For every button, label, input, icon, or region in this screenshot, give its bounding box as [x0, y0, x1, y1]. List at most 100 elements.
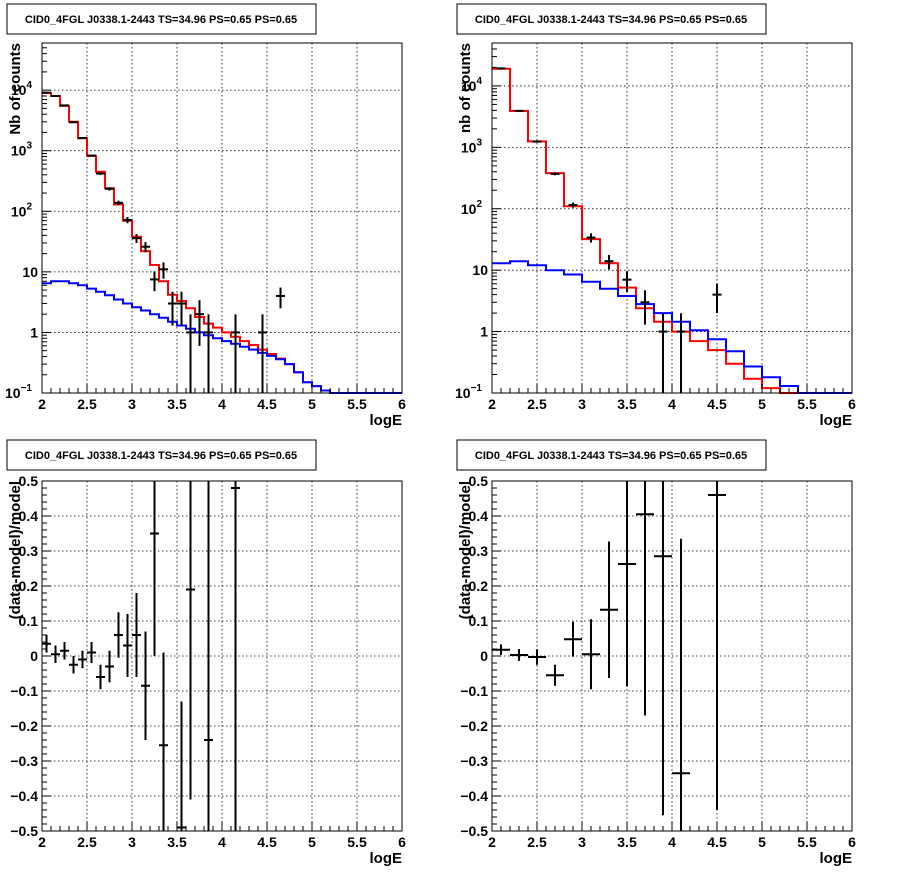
- data-point: [204, 314, 213, 393]
- data-point: [586, 233, 596, 243]
- residual-point: [546, 664, 564, 686]
- x-tick-label: 3: [128, 396, 136, 412]
- grid-lines: [492, 43, 852, 393]
- data-point: [514, 109, 524, 112]
- y-tick-label: 1: [480, 324, 488, 340]
- residual-point: [231, 481, 240, 831]
- x-axis-title: logE: [820, 412, 853, 429]
- x-tick-label: 3.5: [617, 834, 637, 850]
- y-tick-label: 0.5: [19, 473, 39, 489]
- x-tick-label: 4.5: [257, 396, 277, 412]
- data-point: [78, 137, 87, 140]
- x-tick-label: 3: [128, 834, 136, 850]
- y-tick-label: −0.4: [10, 788, 38, 804]
- residual-point: [78, 650, 87, 669]
- x-ticks: 2 2.5 3 3.5 4 4.5 5 5.5 6: [488, 384, 856, 412]
- data-point: [231, 314, 240, 393]
- data-point: [96, 172, 105, 175]
- y-tick-label: 103: [11, 141, 33, 159]
- data-point: [177, 291, 186, 326]
- y-tick-label: 0: [480, 648, 488, 664]
- panel-title: CID0_4FGL J0338.1-2443 TS=34.96 PS=0.65 …: [25, 14, 297, 26]
- data-point: [132, 234, 141, 243]
- panel-title: CID0_4FGL J0338.1-2443 TS=34.96 PS=0.65 …: [475, 450, 747, 462]
- residual-point: [87, 642, 96, 663]
- data-point: [550, 172, 560, 176]
- y-axis-title: (data-model)/model: [457, 481, 474, 619]
- title-box: [6, 3, 317, 35]
- x-tick-label: 2.5: [77, 834, 97, 850]
- y-ticks: −0.5 −0.4 −0.3 −0.2 −0.1 0 0.1 0.2 0.3 0.4 0.5: [10, 473, 51, 839]
- data-point: [604, 254, 614, 270]
- background-model-line: [492, 260, 852, 394]
- panel-residuals-right: CID0_4FGL J0338.1-2443 TS=34.96 PS=0.65 …: [456, 439, 856, 867]
- y-tick-label: 103: [461, 137, 483, 155]
- data-points: [492, 481, 726, 831]
- grid-lines: [492, 481, 852, 831]
- data-points: [496, 67, 722, 393]
- y-tick-label: −0.3: [10, 753, 38, 769]
- x-ticks: 2 2.5 3 3.5 4 4.5 5 5.5 6: [488, 822, 856, 850]
- y-tick-label: −0.4: [460, 788, 488, 804]
- y-axis-title: (data-model)/model: [7, 481, 24, 619]
- y-tick-label: 0.2: [19, 578, 39, 594]
- title-box: [456, 439, 767, 471]
- x-tick-label: 2.5: [527, 396, 547, 412]
- residual-point: [564, 621, 582, 657]
- y-tick-label: 10: [22, 264, 38, 280]
- y-tick-label: −0.5: [460, 823, 488, 839]
- residual-point: [528, 649, 546, 665]
- y-tick-label: −0.3: [460, 753, 488, 769]
- y-tick-label: 0.1: [469, 613, 489, 629]
- x-tick-label: 2.5: [527, 834, 547, 850]
- data-point: [87, 154, 96, 157]
- x-tick-label: 3.5: [617, 396, 637, 412]
- y-tick-label: 1: [30, 324, 38, 340]
- panel-counts-right: CID0_4FGL J0338.1-2443 TS=34.96 PS=0.65 …: [455, 3, 856, 429]
- residual-point: [492, 644, 510, 655]
- residual-point: [123, 614, 132, 677]
- x-tick-label: 5.5: [347, 834, 367, 850]
- y-tick-label: 102: [11, 201, 33, 219]
- x-tick-label: 5.5: [347, 396, 367, 412]
- x-ticks: 2 2.5 3 3.5 4 4.5 5 5.5 6: [38, 822, 406, 850]
- x-tick-label: 3: [578, 396, 586, 412]
- x-tick-label: 4.5: [707, 396, 727, 412]
- y-tick-label: 0.3: [469, 543, 489, 559]
- title-box: [456, 3, 767, 35]
- residual-point: [510, 649, 528, 661]
- y-tick-label: 10−1: [455, 383, 482, 401]
- y-tick-label: 10: [472, 262, 488, 278]
- data-point: [258, 314, 267, 393]
- residual-point: [672, 538, 690, 831]
- x-tick-label: 3.5: [167, 834, 187, 850]
- x-tick-label: 2: [38, 834, 46, 850]
- data-point: [150, 271, 159, 292]
- title-box: [6, 439, 317, 471]
- y-ticks: −0.5 −0.4 −0.3 −0.2 −0.1 0 0.1 0.2 0.3 0.4 0.5: [460, 473, 501, 839]
- residual-point: [42, 635, 51, 653]
- y-axis-title: nb of counts: [457, 43, 474, 133]
- data-point: [114, 200, 123, 206]
- x-tick-label: 4: [668, 834, 676, 850]
- data-point: [568, 202, 578, 208]
- data-point: [159, 262, 168, 279]
- panel-counts-left: CID0_4FGL J0338.1-2443 TS=34.96 PS=0.65 …: [5, 3, 406, 429]
- x-tick-label: 4: [218, 834, 226, 850]
- y-axis-title: Nb of counts: [7, 43, 24, 135]
- data-point: [141, 242, 150, 253]
- residual-point: [132, 593, 141, 677]
- y-tick-label: 0: [30, 648, 38, 664]
- y-ticks: 10−1 1 10 102 103 104: [455, 48, 501, 401]
- x-tick-label: 2: [38, 396, 46, 412]
- data-point: [658, 313, 668, 393]
- residual-point: [177, 701, 186, 831]
- grid-lines: [42, 481, 402, 831]
- y-tick-label: 104: [461, 76, 483, 94]
- y-tick-label: 0.4: [469, 508, 489, 524]
- residual-point: [636, 481, 654, 716]
- data-point: [276, 287, 285, 309]
- data-point: [532, 140, 542, 143]
- residual-point: [186, 481, 195, 800]
- residual-point: [159, 652, 168, 831]
